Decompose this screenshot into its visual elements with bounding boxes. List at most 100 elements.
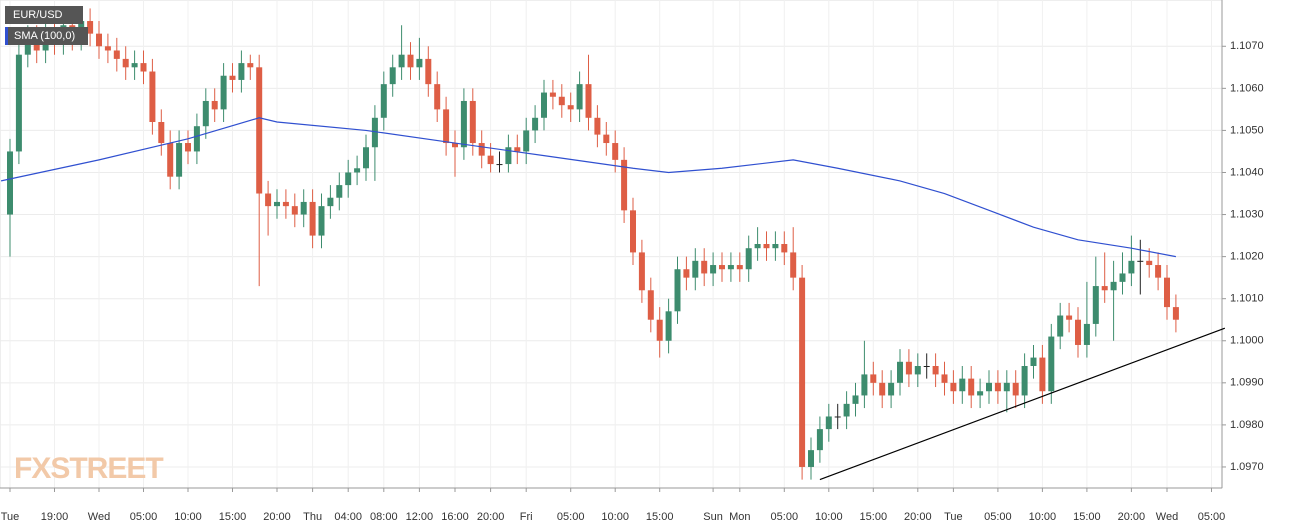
x-tick-label: 05:00: [130, 511, 158, 523]
candle-body: [638, 252, 645, 291]
x-tick-label: Fri: [520, 511, 533, 523]
candle-body: [1119, 273, 1126, 282]
candle-body: [647, 290, 654, 320]
candle-body: [523, 130, 530, 152]
candle-body: [621, 159, 628, 211]
x-tick-label: 10:00: [1029, 511, 1057, 523]
x-tick-label: 15:00: [860, 511, 888, 523]
y-tick-label: 1.0970: [1230, 461, 1264, 473]
candle-body: [692, 260, 699, 278]
candle-body: [407, 54, 414, 68]
candle-body: [852, 395, 859, 404]
candle-body: [336, 185, 343, 198]
candle-body: [300, 201, 307, 215]
candle-body: [1164, 277, 1170, 308]
candle-body: [1092, 286, 1099, 324]
candle-body: [87, 21, 94, 34]
candle-body: [834, 416, 841, 418]
candle-body: [932, 366, 939, 375]
candle-body: [941, 374, 948, 383]
y-tick-label: 1.1060: [1230, 82, 1264, 94]
y-tick-label: 1.1050: [1230, 124, 1264, 136]
candle-body: [363, 147, 369, 169]
candle-body: [1101, 286, 1108, 291]
candle-body: [505, 147, 512, 165]
candle-body: [1137, 260, 1144, 262]
x-tick-label: 12:00: [406, 511, 434, 523]
y-tick-label: 1.1020: [1230, 251, 1264, 263]
candle-body: [274, 201, 280, 207]
candle-body: [994, 382, 1001, 392]
candle-body: [549, 92, 556, 97]
candle-body: [905, 361, 912, 375]
candle-body: [861, 374, 868, 396]
x-tick-label: 08:00: [370, 511, 398, 523]
candle-body: [1057, 315, 1064, 337]
candle-body: [674, 269, 681, 312]
x-tick-label: Tue: [944, 511, 963, 523]
x-tick-label: 15:00: [646, 511, 674, 523]
candle-body: [318, 206, 325, 236]
x-tick-label: 10:00: [601, 511, 629, 523]
x-tick-label: 10:00: [815, 511, 843, 523]
y-tick-label: 1.1000: [1230, 335, 1264, 347]
candle-body: [1172, 307, 1179, 320]
x-tick-label: 05:00: [771, 511, 799, 523]
candle-body: [282, 201, 289, 207]
candle-body: [514, 147, 521, 152]
y-tick-label: 1.0980: [1230, 419, 1264, 431]
candle-body: [763, 244, 770, 249]
candle-body: [745, 248, 752, 270]
candle-body: [291, 206, 298, 215]
candle-body: [1066, 315, 1073, 320]
x-tick-label: 16:00: [441, 511, 469, 523]
candle-body: [167, 143, 174, 177]
candle-body: [772, 244, 779, 249]
y-tick-label: 1.0990: [1230, 377, 1264, 389]
x-tick-label: Thu: [303, 511, 322, 523]
candle-body: [532, 117, 539, 131]
y-tick-label: 1.1030: [1230, 208, 1264, 220]
candle-body: [1021, 366, 1028, 396]
candle-body: [879, 382, 886, 396]
candle-body: [754, 244, 761, 249]
candle-body: [727, 265, 734, 270]
x-tick-label: 04:00: [334, 511, 362, 523]
candle-body: [825, 416, 832, 430]
candle-body: [460, 100, 467, 148]
candle-body: [656, 319, 663, 341]
candle-body: [1110, 281, 1117, 291]
candle-body: [612, 143, 619, 160]
candle-body: [469, 100, 476, 144]
candle-body: [398, 54, 405, 68]
candle-body: [434, 84, 441, 110]
x-tick-label: 20:00: [477, 511, 505, 523]
y-tick-label: 1.1040: [1230, 166, 1264, 178]
candle-body: [959, 378, 966, 392]
candle-body: [478, 143, 485, 156]
candle-body: [389, 67, 396, 85]
candle-body: [345, 172, 352, 186]
candle-body: [1155, 265, 1162, 278]
candle-body: [309, 201, 316, 236]
candle-body: [781, 244, 788, 253]
candle-body: [425, 58, 432, 85]
candle-body: [1146, 260, 1153, 266]
y-tick-label: 1.1010: [1230, 293, 1264, 305]
y-tick-label: 1.1070: [1230, 40, 1264, 52]
candle-body: [1012, 382, 1019, 396]
candle-body: [149, 71, 156, 122]
candle-body: [799, 277, 806, 467]
sma-line: [0, 117, 1177, 258]
x-tick-label: 15:00: [219, 511, 247, 523]
plot-background: [0, 0, 1223, 489]
candle-body: [683, 269, 690, 278]
candle-body: [986, 382, 992, 392]
candle-body: [950, 382, 957, 392]
candle-body: [968, 378, 975, 396]
candle-body: [452, 143, 458, 148]
candle-body: [256, 67, 263, 194]
candle-body: [380, 84, 387, 118]
